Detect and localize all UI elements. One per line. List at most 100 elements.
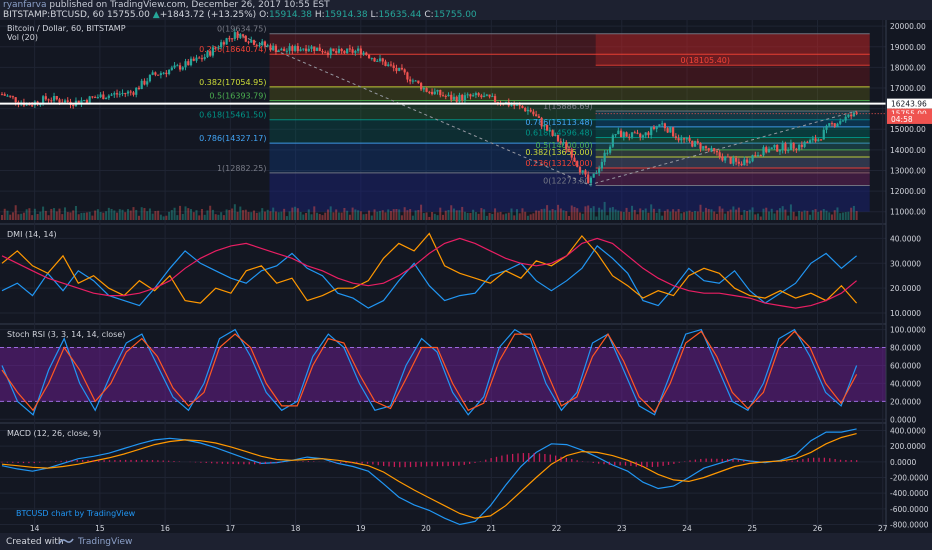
volume-bar xyxy=(507,212,510,220)
candle-body xyxy=(641,135,645,138)
volume-bar xyxy=(64,207,67,220)
volume-bar xyxy=(496,212,499,220)
volume-bar xyxy=(825,210,828,220)
candle-body xyxy=(655,126,658,129)
series-line-d xyxy=(1,330,858,414)
time-axis-tick-label: 22 xyxy=(552,524,562,533)
tradingview-brand[interactable]: TradingView xyxy=(78,537,133,547)
price-axis-tick-label: 100.0000 xyxy=(890,326,926,335)
price-axis-tick-label: 40.0000 xyxy=(890,234,921,243)
chart-watermark: BTCUSD chart by TradingView xyxy=(16,509,136,518)
price-axis-tick-label: 19000.00 xyxy=(890,43,926,52)
candle-body xyxy=(115,93,119,95)
volume-bar xyxy=(389,210,392,220)
volume-bar xyxy=(118,209,121,220)
volume-bar xyxy=(737,207,740,220)
candle-body xyxy=(515,104,519,106)
candle-body xyxy=(789,142,793,151)
volume-bar xyxy=(274,211,277,220)
volume-bar xyxy=(329,206,332,220)
volume-bar xyxy=(767,211,770,220)
volume-bar xyxy=(198,215,201,220)
volume-bar xyxy=(55,211,58,220)
volume-bar xyxy=(244,209,247,220)
volume-bar xyxy=(3,208,6,220)
volume-bar xyxy=(759,216,762,220)
publish-line: ryanfarva published on TradingView.com, … xyxy=(3,0,330,10)
volume-bar xyxy=(346,210,349,220)
volume-bar xyxy=(721,208,724,220)
time-axis-tick-label: 15 xyxy=(95,524,105,533)
volume-bar xyxy=(598,207,601,220)
volume-bar xyxy=(9,214,12,220)
volume-bar xyxy=(302,214,305,220)
candle-body xyxy=(691,140,694,147)
candle-body xyxy=(754,155,757,157)
volume-bar xyxy=(609,207,612,220)
fib-zone xyxy=(595,137,870,150)
publish-text: published on TradingView.com, December 2… xyxy=(49,0,330,10)
volume-bar xyxy=(203,214,206,220)
candle-body xyxy=(611,135,614,147)
volume-bar xyxy=(735,209,738,220)
candle-body xyxy=(685,138,688,140)
author-link[interactable]: ryanfarva xyxy=(3,0,47,10)
volume-bar xyxy=(1,214,3,220)
chart-canvas[interactable]: 0(19634.75) 0.236(18640.74) 0.382(17054.95… xyxy=(0,20,932,533)
candle-body xyxy=(192,58,195,61)
volume-bar xyxy=(392,209,395,220)
candle-body xyxy=(606,152,609,154)
volume-bar xyxy=(124,212,127,220)
candle-body xyxy=(296,46,299,52)
candle-body xyxy=(220,42,223,48)
candle-body xyxy=(261,41,264,46)
volume-bar xyxy=(442,214,445,220)
price-axis-tick-label: 60.0000 xyxy=(890,361,921,370)
volume-bar xyxy=(639,208,642,220)
volume-bar xyxy=(554,210,557,220)
volume-bar xyxy=(192,212,195,220)
candle-body xyxy=(565,142,568,150)
candle-body xyxy=(718,152,721,157)
volume-bar xyxy=(307,209,310,220)
volume-bar xyxy=(332,212,335,220)
candle-body xyxy=(619,130,623,137)
candle-body xyxy=(628,136,631,138)
series-line-adx xyxy=(1,237,857,309)
created-with-text: Created with xyxy=(6,537,64,547)
volume-bar xyxy=(83,212,86,220)
candle-body xyxy=(491,96,494,98)
volume-bar xyxy=(814,209,817,220)
volume-bar xyxy=(231,208,234,220)
candle-body xyxy=(217,47,220,49)
volume-bar xyxy=(200,209,203,220)
candle-body xyxy=(277,50,280,52)
volume-bar xyxy=(773,213,776,220)
volume-bar xyxy=(439,207,442,220)
candle-body xyxy=(680,138,683,141)
pane-title: MACD (12, 26, close, 9) xyxy=(7,429,101,438)
candle-body xyxy=(485,94,488,96)
volume-bar xyxy=(42,206,45,220)
candle-body xyxy=(767,148,771,153)
volume-bar xyxy=(269,211,272,220)
volume-bar xyxy=(102,212,105,220)
candle-body xyxy=(222,42,225,45)
volume-bar xyxy=(105,211,108,220)
candle-body xyxy=(737,161,740,164)
candle-body xyxy=(395,67,398,71)
candle-body xyxy=(603,152,606,162)
price-axis-tick-label: 20.0000 xyxy=(890,284,921,293)
volume-bar xyxy=(420,204,423,220)
candle-body xyxy=(387,64,390,67)
volume-bar xyxy=(557,204,560,220)
volume-bar xyxy=(669,211,672,220)
candle-body xyxy=(154,72,157,75)
candle-body xyxy=(707,148,710,151)
volume-bar xyxy=(324,212,327,220)
volume-bar xyxy=(683,212,686,220)
candle-body xyxy=(677,138,680,141)
volume-bar xyxy=(148,208,151,220)
volume-bar xyxy=(157,210,160,220)
candle-body xyxy=(682,138,686,140)
